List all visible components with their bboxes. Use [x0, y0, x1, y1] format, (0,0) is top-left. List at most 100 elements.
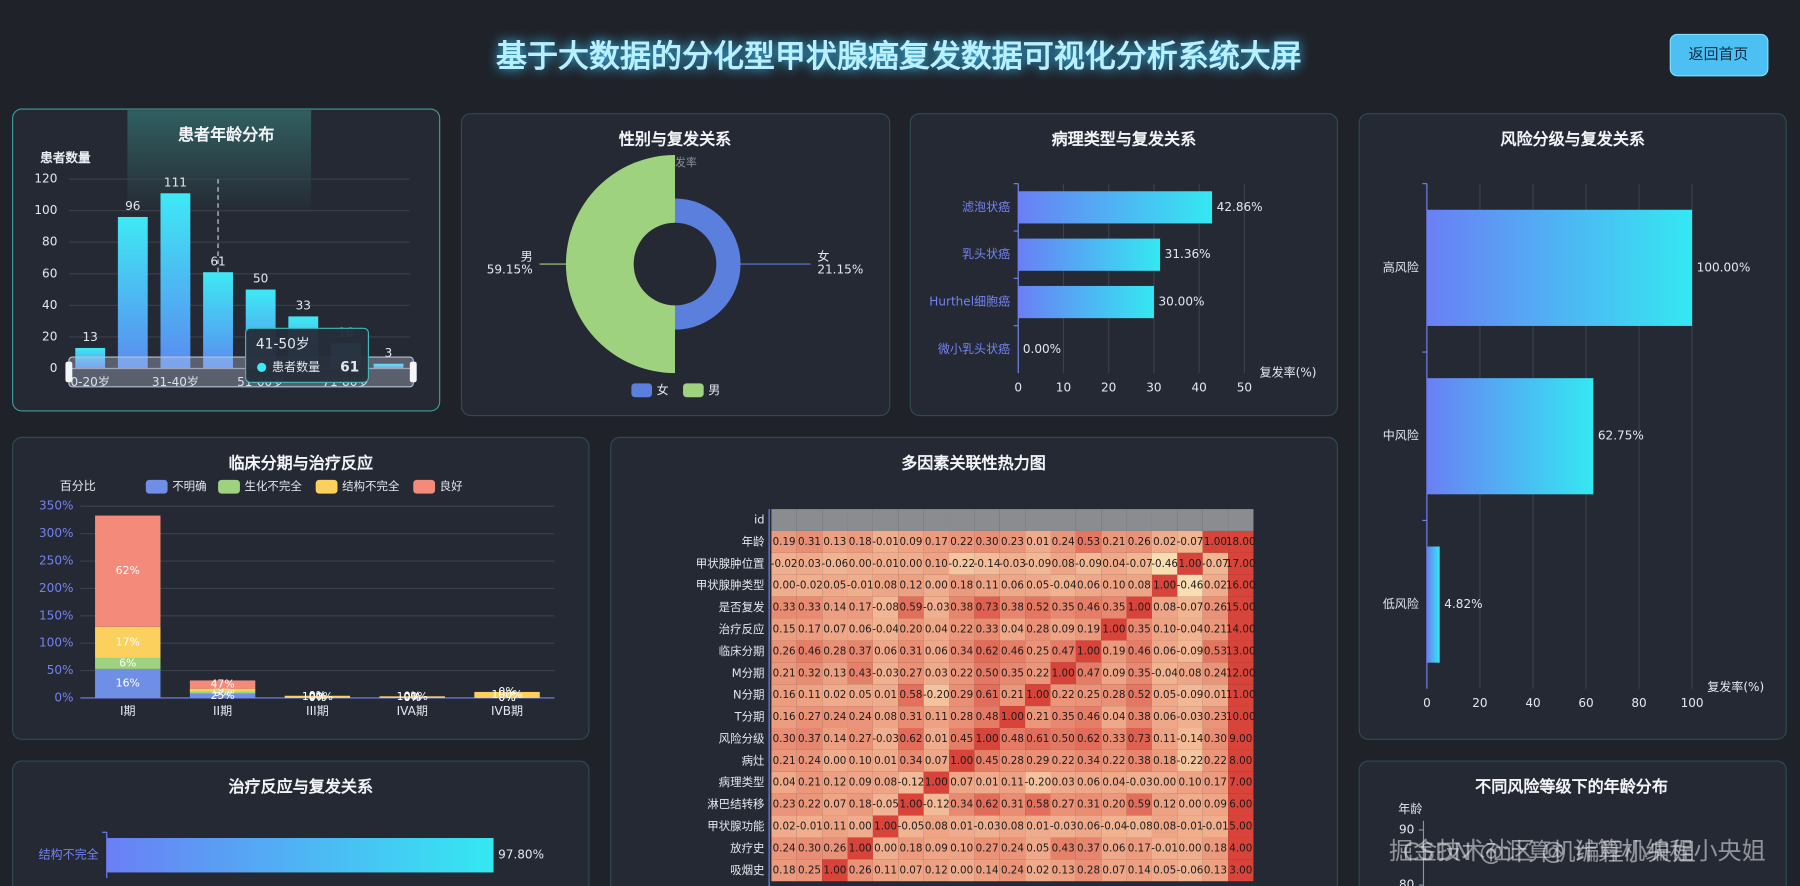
legend-swatch	[631, 383, 653, 398]
heat-cell	[771, 618, 797, 641]
heat-cell	[999, 596, 1026, 619]
heat-cell	[1101, 596, 1127, 619]
bar	[75, 347, 106, 369]
cell-label: 0.00	[849, 558, 872, 570]
heat-cell	[1151, 749, 1178, 772]
cell-label: -0.22	[948, 558, 975, 570]
cell-label: -0.22	[1177, 755, 1204, 767]
row-label: T分期	[734, 710, 765, 724]
cell-label: 0.59	[1128, 799, 1151, 811]
bar-segment	[95, 668, 161, 698]
heat-cell	[1101, 662, 1127, 685]
home-button-label[interactable]: 返回首页	[1689, 45, 1749, 63]
y-tick-label: 350%	[39, 499, 73, 513]
cell-label: -0.06	[821, 558, 848, 570]
heat-cell	[822, 727, 848, 750]
cell-label: 0.06	[925, 645, 948, 657]
cell-label: 1.00	[899, 799, 922, 811]
heat-cell	[872, 771, 899, 794]
cell-label: 0.24	[823, 711, 846, 723]
y-axis-label: 年龄	[1398, 802, 1422, 816]
cell-label: 0.24	[1052, 536, 1075, 548]
cell-label: 0.08	[1001, 821, 1024, 833]
cell-label: 0.28	[1001, 755, 1024, 767]
cell-label: 0.19	[773, 536, 796, 548]
cell-label: 0.06	[849, 623, 872, 635]
cell-label: 0.61	[1026, 733, 1049, 745]
heat-cell	[1050, 859, 1076, 882]
value-label: 50	[253, 272, 268, 286]
home-button[interactable]	[1669, 33, 1769, 77]
heat-cell	[1025, 530, 1051, 553]
cell-label: 0.21	[1001, 689, 1024, 701]
cell-label: 0.13	[823, 536, 846, 548]
heat-cell	[771, 640, 797, 663]
cell-label: 0.33	[798, 602, 821, 614]
value-label: 42.86%	[1217, 200, 1263, 214]
heat-cell	[1177, 859, 1203, 882]
cell-label: 0.52	[1128, 689, 1151, 701]
heat-cell	[1075, 859, 1102, 882]
bar	[1426, 546, 1440, 663]
heat-cell	[796, 530, 823, 553]
cell-label: 0.34	[950, 645, 973, 657]
heat-cell	[1050, 509, 1076, 531]
row-label: 甲状腺功能	[707, 819, 765, 833]
heat-cell	[1075, 749, 1102, 772]
cell-label: 0.06	[1001, 580, 1024, 592]
y-tick-label: 60	[42, 266, 57, 280]
heat-cell	[1025, 574, 1051, 597]
cell-label: 0.11	[823, 821, 846, 833]
cell-label: 0.28	[823, 645, 846, 657]
heat-cell	[923, 574, 950, 597]
heat-cell	[898, 793, 924, 816]
segment-label: 0%	[309, 689, 326, 702]
heat-cell	[949, 727, 975, 750]
cell-label: 0.48	[976, 711, 999, 723]
bar-segment	[474, 691, 540, 698]
heat-cell	[949, 771, 975, 794]
heat-cell	[949, 662, 975, 685]
cell-label: 0.22	[1102, 755, 1125, 767]
heat-cell	[898, 706, 924, 728]
cell-label: -0.01	[1177, 821, 1204, 833]
heat-cell	[1075, 684, 1102, 707]
cell-label: 0.12	[823, 777, 846, 789]
cell-label: 0.47	[1052, 645, 1075, 657]
y-tick-label: 40	[42, 298, 57, 312]
cell-label: 0.05	[1026, 580, 1049, 592]
cell-label: 1.00	[1153, 580, 1176, 592]
cell-label: 0.02	[823, 689, 846, 701]
heat-cell	[1177, 749, 1203, 772]
cell-label: 17.00	[1226, 558, 1256, 570]
bar-segment	[95, 657, 161, 669]
heat-cell	[1050, 574, 1076, 597]
cell-label: 0.24	[798, 755, 821, 767]
heat-cell	[872, 574, 899, 597]
cell-label: 0.14	[823, 733, 846, 745]
cell-label: -0.07	[1177, 602, 1204, 614]
panel-title: 风险分级与复发关系	[1500, 130, 1645, 149]
cell-label: 0.13	[1052, 864, 1075, 876]
heat-cell	[974, 509, 1000, 531]
cell-label: -0.01	[847, 580, 874, 592]
heat-cell	[847, 552, 873, 575]
heat-cell	[1075, 662, 1102, 685]
heat-cell	[1151, 837, 1178, 860]
cell-label: -0.09	[1024, 558, 1051, 570]
cell-label: 0.62	[976, 799, 999, 811]
heat-cell	[1050, 640, 1076, 663]
x-tick-label: 10	[1056, 381, 1071, 395]
heat-cell	[923, 618, 950, 641]
cell-label: 1.00	[1052, 667, 1075, 679]
heat-cell	[1101, 618, 1127, 641]
bar-segment	[95, 626, 161, 658]
cell-label: 0.10	[950, 842, 973, 854]
heat-cell	[974, 618, 1000, 641]
cell-label: 0.58	[1026, 799, 1049, 811]
heat-cell	[898, 684, 924, 707]
cell-label: 0.45	[976, 755, 999, 767]
heat-cell	[1126, 509, 1152, 531]
cell-label: 0.06	[1077, 580, 1100, 592]
y-tick-label: 0	[50, 361, 58, 375]
